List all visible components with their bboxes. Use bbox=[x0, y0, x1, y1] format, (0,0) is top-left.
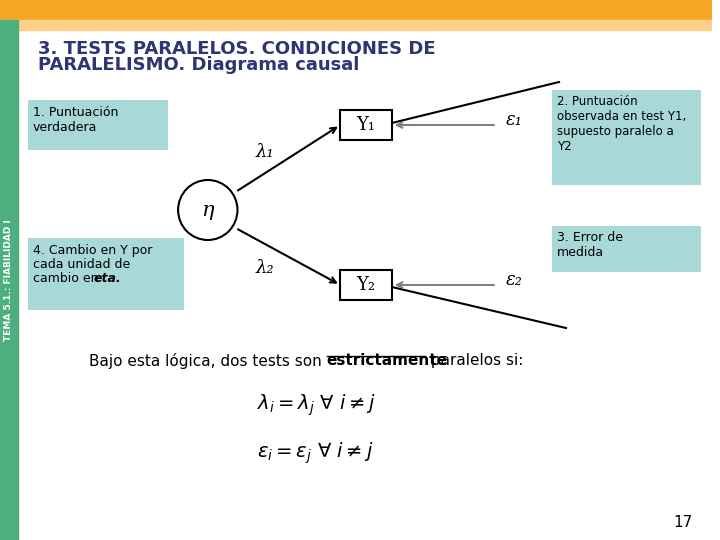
Bar bbox=[0, 20, 18, 540]
Text: PARALELISMO. Diagrama causal: PARALELISMO. Diagrama causal bbox=[37, 56, 359, 74]
Bar bbox=[341, 270, 392, 300]
Text: paralelos si:: paralelos si: bbox=[426, 353, 524, 368]
Text: 2. Puntuación
observada en test Y1,
supuesto paralelo a
Y2: 2. Puntuación observada en test Y1, supu… bbox=[557, 95, 686, 153]
Text: eta.: eta. bbox=[94, 272, 122, 285]
Text: $\varepsilon_i = \varepsilon_j\ \forall\ i \neq j$: $\varepsilon_i = \varepsilon_j\ \forall\… bbox=[257, 440, 374, 465]
Text: ε₂: ε₂ bbox=[506, 271, 523, 289]
Bar bbox=[341, 110, 392, 140]
Text: Bajo esta lógica, dos tests son: Bajo esta lógica, dos tests son bbox=[89, 353, 327, 369]
Text: estrictamente: estrictamente bbox=[327, 353, 448, 368]
Text: η: η bbox=[202, 200, 214, 219]
Bar bbox=[552, 226, 701, 272]
Text: 17: 17 bbox=[673, 515, 693, 530]
Text: $\lambda_i = \lambda_j\ \forall\ i \neq j$: $\lambda_i = \lambda_j\ \forall\ i \neq … bbox=[257, 392, 377, 417]
Text: cambio en: cambio en bbox=[32, 272, 102, 285]
Bar bbox=[27, 238, 184, 310]
Text: λ₁: λ₁ bbox=[256, 143, 274, 161]
Text: Y₁: Y₁ bbox=[356, 116, 376, 134]
Bar bbox=[0, 0, 712, 20]
Bar bbox=[0, 20, 712, 30]
Text: 3. TESTS PARALELOS. CONDICIONES DE: 3. TESTS PARALELOS. CONDICIONES DE bbox=[37, 40, 435, 58]
Text: λ₂: λ₂ bbox=[256, 259, 274, 277]
Text: cada unidad de: cada unidad de bbox=[32, 258, 130, 271]
Text: ε₁: ε₁ bbox=[506, 111, 523, 129]
Text: 3. Error de
medida: 3. Error de medida bbox=[557, 231, 623, 259]
Text: 1. Puntuación
verdadera: 1. Puntuación verdadera bbox=[32, 106, 118, 134]
Bar bbox=[552, 90, 701, 185]
Bar bbox=[27, 100, 168, 150]
Text: TEMA 5.1.: FIABILIDAD I: TEMA 5.1.: FIABILIDAD I bbox=[4, 219, 14, 341]
Text: Y₂: Y₂ bbox=[356, 276, 376, 294]
Text: 4. Cambio en Y por: 4. Cambio en Y por bbox=[32, 244, 152, 257]
